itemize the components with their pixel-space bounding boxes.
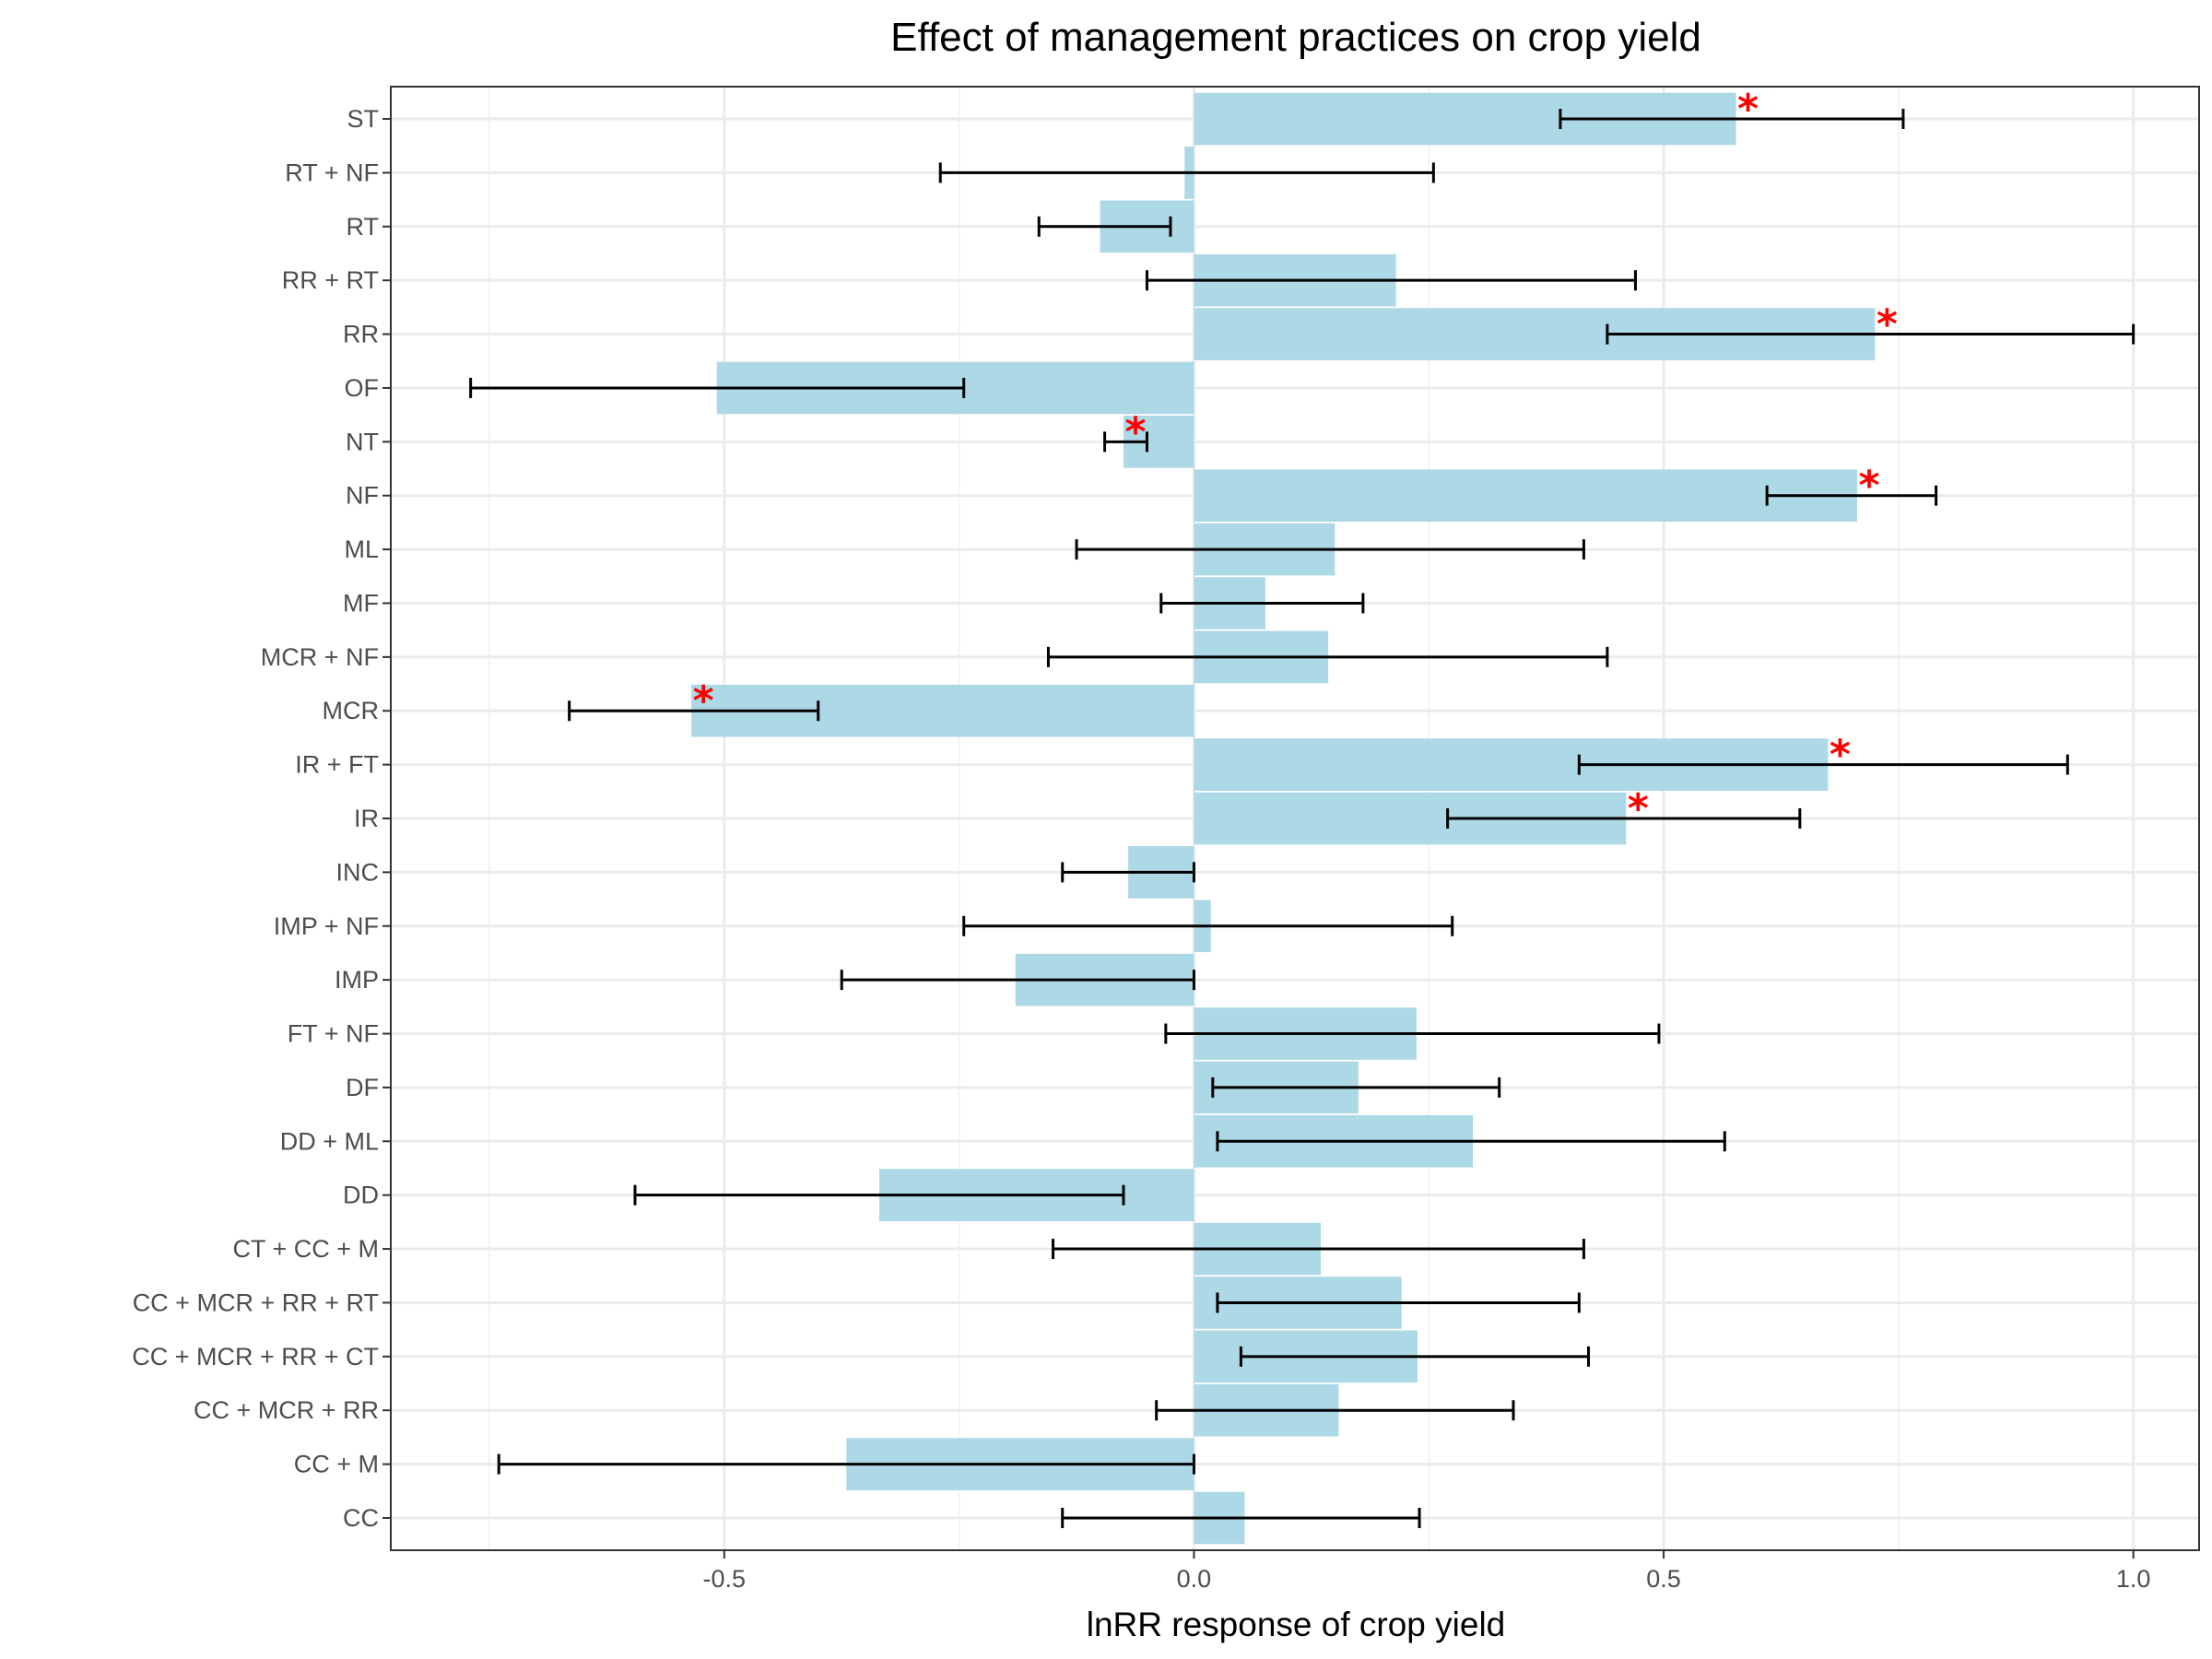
y-tick-label: ST (347, 105, 379, 133)
significance-star: * (1877, 301, 1898, 348)
bar (1194, 469, 1858, 523)
y-tick-label: CC + MCR + RR + RT (133, 1288, 379, 1316)
error-bars (469, 109, 2136, 1528)
y-tick-label: OF (345, 374, 380, 402)
significance-star: * (1737, 86, 1759, 133)
y-tick-label: RR (343, 321, 379, 348)
significance-star: * (1628, 785, 1649, 832)
significance-markers: * * * * * * * (693, 86, 1898, 832)
chart-title: Effect of management practices on crop y… (890, 15, 1701, 60)
y-tick-label: IR (354, 805, 379, 832)
y-tick-label: DD + ML (280, 1127, 379, 1155)
x-axis: -0.5 0.0 0.5 1.0 (703, 1550, 2151, 1593)
x-axis-title: lnRR response of crop yield (1087, 1606, 1506, 1643)
y-tick-label: MF (343, 589, 379, 617)
x-tick-label: -0.5 (703, 1565, 747, 1593)
significance-star: * (1858, 463, 1879, 510)
y-tick-label: NT (346, 428, 379, 455)
y-tick-label: DF (346, 1074, 379, 1101)
y-tick-label: MCR + NF (261, 643, 379, 671)
y-tick-label: INC (336, 858, 380, 886)
y-tick-label: CC (343, 1504, 379, 1532)
y-axis: CC CC + M CC + MCR + RR CC + MCR + RR + CT C… (132, 105, 391, 1532)
y-tick-label: CC + MCR + RR + CT (132, 1343, 379, 1371)
y-tick-label: CT + CC + M (232, 1235, 379, 1263)
y-tick-label: RT + NF (285, 159, 379, 186)
y-tick-label: IMP + NF (274, 912, 379, 940)
y-tick-label: RT (346, 213, 379, 241)
y-tick-label: RR + RT (282, 266, 379, 294)
y-tick-label: CC + M (294, 1451, 379, 1478)
y-tick-label: IR + FT (295, 751, 379, 779)
significance-star: * (1830, 732, 1851, 779)
x-tick-label: 0.5 (1646, 1565, 1681, 1593)
significance-star: * (1124, 408, 1146, 455)
significance-star: * (693, 677, 714, 724)
y-tick-label: ML (344, 535, 379, 563)
y-tick-label: FT + NF (288, 1020, 379, 1048)
y-tick-label: DD (343, 1182, 379, 1209)
y-tick-label: NF (346, 482, 379, 510)
x-tick-label: 0.0 (1177, 1565, 1212, 1593)
y-tick-label: MCR (323, 697, 380, 724)
y-tick-label: CC + MCR + RR (194, 1396, 379, 1424)
x-tick-label: 1.0 (2116, 1565, 2151, 1593)
bars (691, 92, 1876, 1545)
y-tick-label: IMP (335, 966, 379, 994)
